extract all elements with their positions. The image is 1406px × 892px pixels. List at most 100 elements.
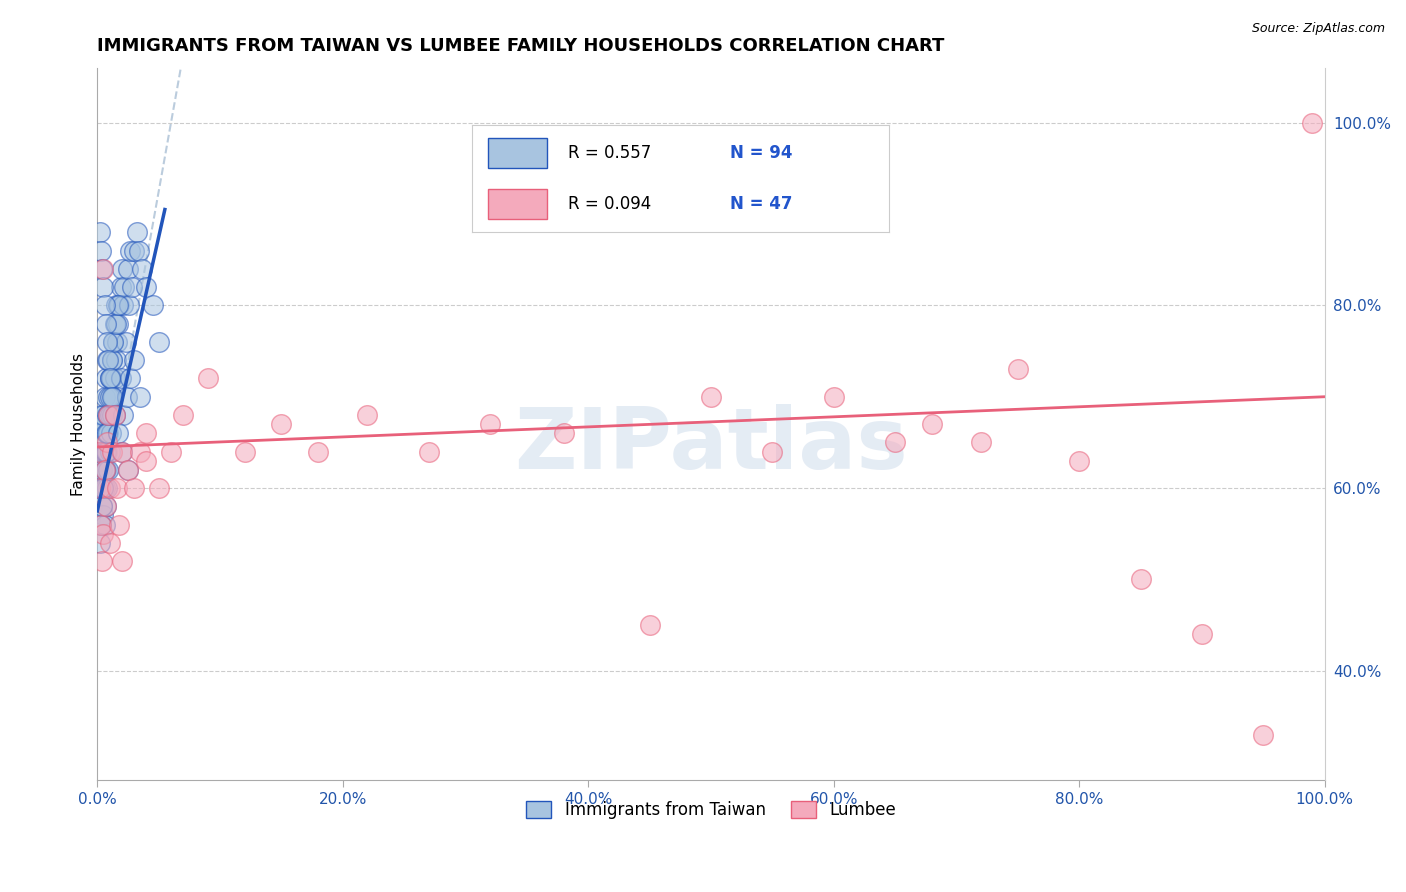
Point: [94, 463, 117, 477]
Point: [98, 444, 121, 458]
Point: [107, 426, 129, 441]
Point: [100, 426, 122, 441]
Point: [89, 481, 111, 495]
Point: [1301, 116, 1323, 130]
Point: [112, 408, 135, 422]
Point: [135, 280, 157, 294]
Point: [233, 444, 256, 458]
Point: [101, 353, 124, 368]
Point: [122, 353, 145, 368]
Point: [107, 317, 129, 331]
Point: [108, 517, 131, 532]
Point: [110, 371, 132, 385]
Point: [112, 298, 135, 312]
Point: [101, 444, 124, 458]
Point: [96, 481, 118, 495]
Point: [148, 334, 170, 349]
Point: [104, 317, 127, 331]
Point: [112, 280, 135, 294]
Point: [131, 261, 153, 276]
Point: [98, 536, 121, 550]
Point: [93, 280, 115, 294]
Point: [98, 371, 121, 385]
Point: [94, 371, 117, 385]
Point: [93, 444, 115, 458]
Point: [93, 481, 115, 495]
Point: [93, 481, 115, 495]
Point: [1253, 728, 1275, 742]
Point: [93, 481, 115, 495]
Point: [96, 435, 118, 450]
Point: [105, 334, 128, 349]
Point: [103, 334, 125, 349]
Point: [98, 371, 121, 385]
Point: [91, 463, 114, 477]
Point: [90, 481, 112, 495]
Point: [98, 408, 121, 422]
Point: [96, 408, 118, 422]
Y-axis label: Family Households: Family Households: [72, 352, 86, 496]
Point: [418, 444, 440, 458]
Point: [125, 225, 148, 239]
Point: [117, 261, 139, 276]
Point: [96, 444, 118, 458]
Point: [120, 371, 142, 385]
Point: [120, 244, 142, 258]
Point: [94, 500, 117, 514]
Point: [89, 536, 111, 550]
Point: [101, 353, 124, 368]
Point: [111, 554, 134, 568]
Point: [93, 463, 115, 477]
Point: [700, 390, 723, 404]
Text: ZIPatlas: ZIPatlas: [515, 404, 908, 487]
Point: [921, 417, 943, 431]
Point: [172, 408, 194, 422]
Point: [135, 426, 157, 441]
Point: [128, 244, 150, 258]
Point: [638, 618, 661, 632]
Point: [98, 481, 121, 495]
Text: Source: ZipAtlas.com: Source: ZipAtlas.com: [1251, 22, 1385, 36]
Point: [93, 261, 115, 276]
Point: [97, 463, 120, 477]
Point: [103, 408, 125, 422]
Point: [91, 500, 114, 514]
Point: [479, 417, 502, 431]
Point: [98, 390, 121, 404]
Point: [823, 390, 845, 404]
Point: [91, 554, 114, 568]
Point: [117, 463, 139, 477]
Point: [108, 298, 131, 312]
Point: [107, 298, 129, 312]
Point: [97, 390, 120, 404]
Point: [160, 444, 183, 458]
Point: [101, 390, 124, 404]
Point: [94, 444, 117, 458]
Point: [197, 371, 219, 385]
Point: [93, 390, 115, 404]
Point: [96, 426, 118, 441]
Point: [115, 390, 138, 404]
Point: [93, 508, 115, 523]
Point: [93, 526, 115, 541]
Point: [101, 408, 124, 422]
Point: [89, 444, 111, 458]
Point: [307, 444, 329, 458]
Point: [104, 353, 127, 368]
Point: [96, 353, 118, 368]
Point: [129, 390, 152, 404]
Point: [270, 417, 292, 431]
Point: [761, 444, 783, 458]
Point: [91, 500, 114, 514]
Point: [89, 225, 111, 239]
Point: [94, 317, 117, 331]
Point: [91, 417, 114, 431]
Point: [142, 298, 165, 312]
Point: [553, 426, 575, 441]
Point: [90, 244, 112, 258]
Point: [97, 408, 120, 422]
Point: [884, 435, 907, 450]
Point: [97, 426, 120, 441]
Point: [103, 334, 125, 349]
Point: [103, 371, 125, 385]
